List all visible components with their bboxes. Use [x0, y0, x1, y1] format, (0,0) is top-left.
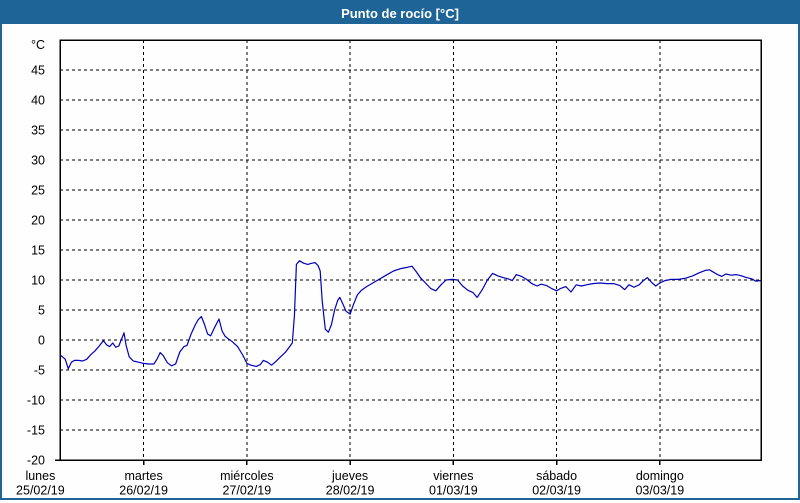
y-axis-tick-label: 30 — [31, 154, 45, 168]
y-axis-tick-label: 15 — [31, 244, 45, 258]
day-date-label: 25/02/19 — [16, 484, 65, 498]
day-date-label: 28/02/19 — [326, 484, 375, 498]
y-axis-tick-label: -15 — [27, 424, 45, 438]
day-name-label: sábado — [536, 469, 577, 483]
y-axis-tick-label: 0 — [38, 334, 45, 348]
y-axis-tick-label: 40 — [31, 94, 45, 108]
plot-border — [59, 39, 762, 461]
y-axis-tick-label: 35 — [31, 124, 45, 138]
day-date-label: 02/03/19 — [532, 484, 581, 498]
day-date-label: 27/02/19 — [223, 484, 272, 498]
day-name-label: domingo — [636, 469, 684, 483]
day-name-label: viernes — [433, 469, 473, 483]
y-axis-tick-label: 5 — [38, 304, 45, 318]
y-axis-tick-label: 10 — [31, 274, 45, 288]
y-axis-tick-label: -5 — [34, 364, 45, 378]
chart-area: 45 40 35 30 25 20 15 10 5 0 -5 -10 -15 -20 °C lunes 25/0… — [2, 24, 798, 498]
y-axis-tick-label: 45 — [31, 64, 45, 78]
y-axis-tick-label: -20 — [27, 454, 45, 468]
day-date-label: 01/03/19 — [429, 484, 478, 498]
dew-point-line — [60, 260, 761, 370]
day-name-label: martes — [125, 469, 163, 483]
title-bar: Punto de rocío [°C] — [2, 2, 798, 24]
y-axis-unit-label: °C — [31, 38, 45, 52]
dew-point-chart: 45 40 35 30 25 20 15 10 5 0 -5 -10 -15 -20 °C lunes25/0… — [16, 38, 762, 498]
day-date-label: 26/02/19 — [119, 484, 168, 498]
chart-title: Punto de rocío [°C] — [341, 5, 459, 21]
y-axis-tick-label: 20 — [31, 214, 45, 228]
y-axis-tick-label: 25 — [31, 184, 45, 198]
day-name-label: jueves — [331, 469, 368, 483]
y-axis-tick-label: -10 — [27, 394, 45, 408]
day-date-label: 03/03/19 — [635, 484, 684, 498]
day-name-label: miércoles — [220, 469, 274, 483]
day-name-label: lunes — [25, 469, 55, 483]
